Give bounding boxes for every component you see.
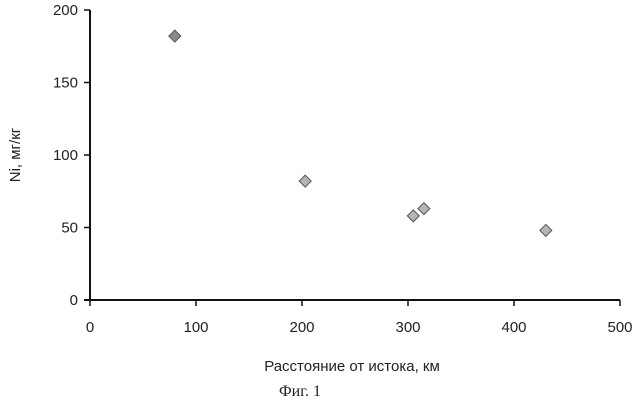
y-tick-label: 100 — [53, 147, 78, 164]
y-tick-label: 50 — [61, 220, 78, 237]
y-axis-ticks: 0 50 100 150 200 — [53, 2, 90, 309]
y-tick-label: 0 — [70, 292, 78, 309]
x-tick-label: 0 — [86, 319, 94, 336]
y-tick-label: 150 — [53, 75, 78, 92]
x-tick-label: 400 — [501, 319, 526, 336]
data-point-marker — [417, 201, 431, 216]
x-axis-ticks: 0 100 200 300 400 500 — [86, 300, 633, 336]
data-point-marker — [298, 174, 312, 188]
y-axis-title: Ni, мг/кг — [7, 127, 24, 182]
data-point-marker — [406, 209, 421, 223]
x-tick-label: 200 — [289, 319, 314, 336]
data-point-marker — [168, 29, 182, 43]
y-tick-label: 200 — [53, 2, 78, 19]
data-point-marker — [539, 223, 553, 238]
x-tick-label: 300 — [395, 319, 420, 336]
x-tick-label: 100 — [183, 319, 208, 336]
figure-caption: Фиг. 1 — [279, 383, 321, 400]
x-tick-label: 500 — [607, 319, 632, 336]
x-axis-title: Расстояние от истока, км — [264, 358, 440, 375]
data-points — [168, 29, 553, 238]
